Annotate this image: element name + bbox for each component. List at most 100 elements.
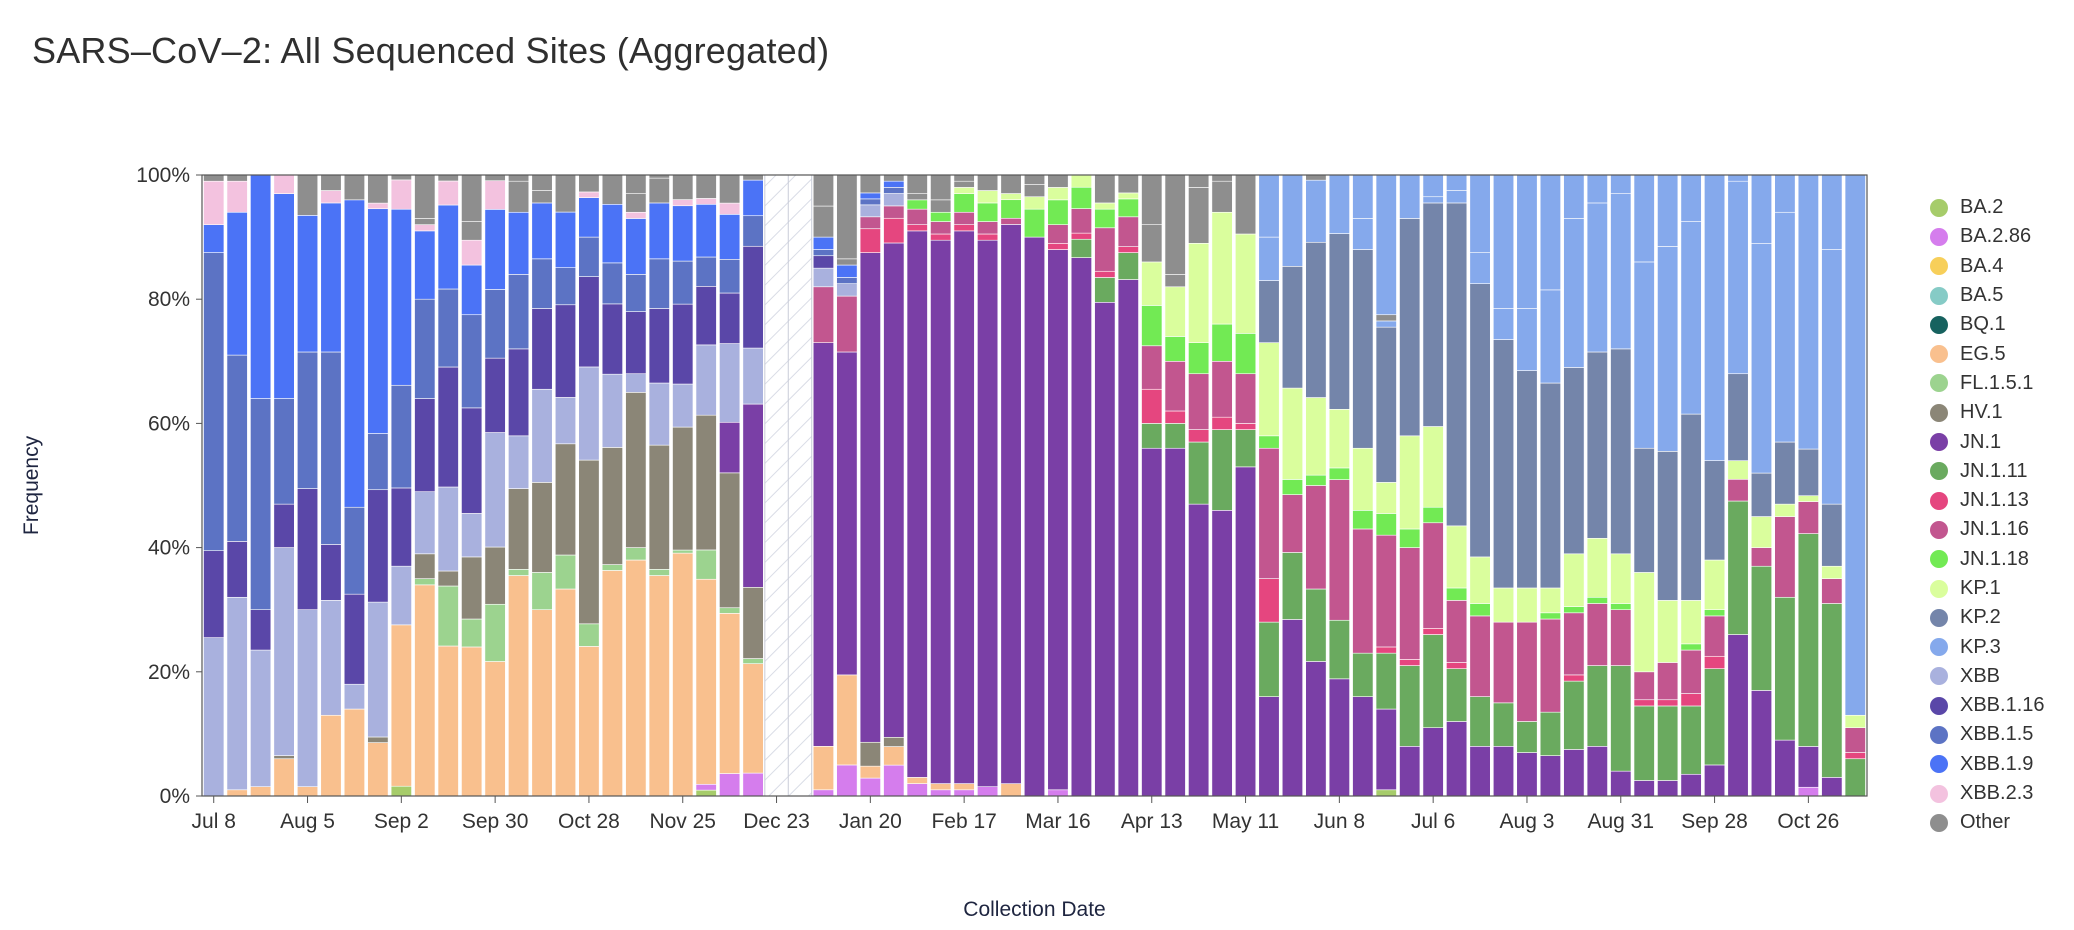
bar-segment-kp-1[interactable]: [1680, 600, 1702, 645]
bar-segment-xbb-1-5[interactable]: [554, 267, 577, 306]
bar-segment-kp-2[interactable]: [1797, 448, 1819, 497]
bar-segment-hv-1[interactable]: [859, 741, 881, 767]
bar-segment-jn-1-16[interactable]: [1235, 373, 1257, 424]
bar-segment-jn-1-11[interactable]: [1281, 552, 1303, 620]
bar-segment-jn-1-16[interactable]: [1000, 217, 1022, 225]
bar-segment-other[interactable]: [1188, 174, 1210, 188]
bar-segment-jn-1-11[interactable]: [1586, 665, 1608, 747]
bar-segment-jn-1-11[interactable]: [1680, 705, 1702, 775]
bar-segment-kp-1[interactable]: [1047, 187, 1069, 201]
bar-segment-xbb-1-9[interactable]: [203, 224, 225, 253]
bar-segment-jn-1-16[interactable]: [906, 208, 928, 225]
bar-segment-jn-1-11[interactable]: [1446, 668, 1468, 722]
bar-segment-kp-3[interactable]: [1305, 179, 1327, 243]
bar-segment-fl-1-5-1[interactable]: [461, 618, 483, 648]
bar-segment-jn-1-18[interactable]: [1188, 342, 1210, 375]
legend-item[interactable]: JN.1.18: [1930, 545, 2045, 574]
bar-segment-jn-1-18[interactable]: [1399, 528, 1421, 548]
bar-segment-xbb-1-9[interactable]: [601, 203, 623, 264]
bar-segment-xbb-1-9[interactable]: [742, 179, 764, 217]
bar-segment-jn-1-11[interactable]: [1305, 588, 1327, 662]
bar-segment-kp-1[interactable]: [1704, 559, 1726, 611]
bar-segment-hv-1[interactable]: [695, 414, 717, 551]
bar-segment-ba-2-86[interactable]: [977, 786, 999, 797]
bar-segment-kp-3[interactable]: [1446, 174, 1468, 191]
bar-segment-jn-1-11[interactable]: [1188, 441, 1210, 505]
bar-segment-kp-1[interactable]: [1516, 587, 1538, 623]
bar-segment-jn-1-18[interactable]: [1281, 479, 1303, 495]
bar-segment-other[interactable]: [906, 174, 928, 194]
bar-segment-jn-1-16[interactable]: [1821, 578, 1843, 604]
bar-segment-jn-1-16[interactable]: [1727, 478, 1749, 502]
bar-segment-xbb-1-9[interactable]: [273, 193, 295, 399]
bar-segment-xbb-1-9[interactable]: [226, 211, 248, 356]
bar-segment-other[interactable]: [812, 174, 834, 207]
bar-segment-xbb-2-3[interactable]: [719, 202, 741, 215]
bar-segment-jn-1-13[interactable]: [1375, 646, 1397, 654]
legend-item[interactable]: KP.2: [1930, 603, 2045, 632]
bar-segment-other[interactable]: [461, 221, 483, 241]
bar-segment-jn-1[interactable]: [1422, 727, 1444, 797]
bar-segment-xbb-1-16[interactable]: [250, 609, 272, 651]
bar-segment-jn-1-13[interactable]: [1094, 270, 1116, 278]
bar-segment-kp-3[interactable]: [1821, 174, 1843, 250]
bar-segment-jn-1-13[interactable]: [1141, 388, 1163, 424]
bar-segment-xbb-1-9[interactable]: [484, 209, 506, 290]
bar-segment-kp-1[interactable]: [1469, 556, 1491, 604]
bar-segment-xbb[interactable]: [367, 601, 389, 738]
bar-segment-jn-1[interactable]: [953, 230, 975, 784]
bar-segment-jn-1-11[interactable]: [1328, 619, 1350, 680]
bar-segment-kp-3[interactable]: [1563, 174, 1585, 219]
bar-segment-jn-1[interactable]: [930, 239, 952, 784]
bar-segment-kp-1[interactable]: [1797, 495, 1819, 502]
bar-segment-kp-3[interactable]: [1657, 246, 1679, 452]
bar-segment-jn-1-18[interactable]: [1305, 474, 1327, 486]
bar-segment-xbb-1-5[interactable]: [625, 274, 647, 312]
bar-segment-eg-5[interactable]: [742, 663, 764, 774]
bar-segment-eg-5[interactable]: [320, 714, 342, 797]
bar-segment-other[interactable]: [625, 174, 647, 194]
bar-segment-other[interactable]: [578, 174, 600, 193]
bar-segment-kp-3[interactable]: [1516, 174, 1538, 309]
bar-segment-jn-1-16[interactable]: [1305, 485, 1327, 590]
bar-segment-other[interactable]: [859, 174, 881, 194]
bar-segment-jn-1-13[interactable]: [1680, 693, 1702, 707]
bar-segment-jn-1-16[interactable]: [1352, 528, 1374, 654]
bar-segment-xbb-1-16[interactable]: [390, 487, 412, 567]
bar-segment-other[interactable]: [367, 174, 389, 204]
bar-segment-kp-3[interactable]: [1539, 174, 1561, 291]
bar-segment-hv-1[interactable]: [461, 556, 483, 620]
bar-segment-jn-1[interactable]: [1328, 678, 1350, 797]
bar-segment-kp-1[interactable]: [1422, 426, 1444, 508]
bar-segment-jn-1-11[interactable]: [1375, 652, 1397, 710]
bar-segment-other[interactable]: [1094, 174, 1116, 204]
bar-segment-xbb-1-16[interactable]: [273, 503, 295, 548]
bar-segment-kp-1[interactable]: [1586, 537, 1608, 598]
bar-segment-jn-1-16[interactable]: [1047, 224, 1069, 244]
bar-segment-kp-1[interactable]: [1188, 243, 1210, 343]
bar-segment-hv-1[interactable]: [484, 546, 506, 605]
bar-segment-fl-1-5-1[interactable]: [554, 554, 577, 590]
bar-segment-xbb-1-16[interactable]: [297, 488, 319, 611]
bar-segment-jn-1-16[interactable]: [1164, 360, 1186, 412]
bar-segment-hv-1[interactable]: [508, 488, 530, 570]
bar-segment-jn-1-18[interactable]: [1070, 186, 1092, 209]
bar-segment-xbb[interactable]: [672, 383, 694, 428]
bar-segment-xbb-1-16[interactable]: [719, 292, 741, 344]
bar-segment-xbb-1-16[interactable]: [625, 311, 647, 375]
bar-segment-kp-1[interactable]: [1774, 503, 1796, 517]
bar-segment-other[interactable]: [1141, 174, 1163, 225]
bar-segment-jn-1[interactable]: [836, 351, 858, 676]
bar-segment-kp-1[interactable]: [1657, 600, 1679, 663]
bar-segment-eg-5[interactable]: [883, 746, 905, 766]
bar-segment-jn-1[interactable]: [812, 342, 834, 747]
bar-segment-jn-1-16[interactable]: [1516, 621, 1538, 722]
bar-segment-other[interactable]: [953, 180, 975, 188]
bar-segment-fl-1-5-1[interactable]: [414, 578, 436, 586]
bar-segment-jn-1[interactable]: [1352, 696, 1374, 797]
bar-segment-fl-1-5-1[interactable]: [601, 564, 623, 571]
bar-segment-jn-1[interactable]: [977, 239, 999, 787]
bar-segment-jn-1-11[interactable]: [1821, 603, 1843, 778]
bar-segment-xbb[interactable]: [297, 609, 319, 787]
bar-segment-xbb-1-5[interactable]: [812, 249, 834, 257]
